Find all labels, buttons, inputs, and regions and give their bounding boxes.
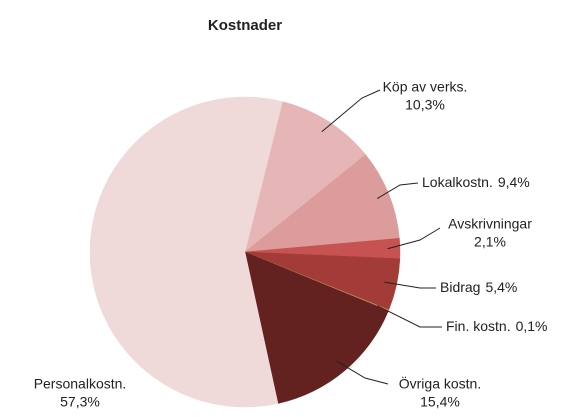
slice-label: Avskrivningar — [448, 216, 532, 232]
leader-line — [376, 305, 442, 328]
leader-line — [376, 182, 419, 200]
slice-label: Köp av verks. — [383, 79, 468, 95]
pie-slice — [244, 251, 389, 404]
value-label: 9,4% — [498, 174, 530, 190]
value-label: 10,3% — [405, 97, 445, 113]
pie-slice — [244, 154, 400, 253]
leader-line — [321, 89, 381, 133]
chart-title: Kostnader — [208, 17, 282, 34]
pie-slice — [89, 96, 283, 408]
value-label: 0,1% — [516, 318, 548, 334]
leader-line — [384, 281, 436, 289]
leader-line — [336, 360, 389, 385]
slice-label-name: Fin. kostn. — [446, 318, 511, 334]
value-label: 5,4% — [485, 279, 517, 295]
leader-line — [387, 227, 441, 250]
value-label: 57,3% — [60, 394, 100, 410]
slice-label-name: Bidrag — [440, 279, 480, 295]
slice-label: Fin. kostn. 0,1% — [446, 318, 548, 334]
slice-label: Lokalkostn. 9,4% — [422, 174, 530, 190]
slice-label: Övriga kostn. — [399, 375, 481, 392]
slice-label: Bidrag 5,4% — [440, 279, 517, 295]
slice-label: Personalkostn. — [34, 376, 127, 392]
value-label: 15,4% — [420, 394, 460, 410]
slice-label-name: Lokalkostn. — [422, 174, 493, 190]
value-label: 2,1% — [474, 234, 506, 250]
pie-slice — [244, 101, 366, 253]
